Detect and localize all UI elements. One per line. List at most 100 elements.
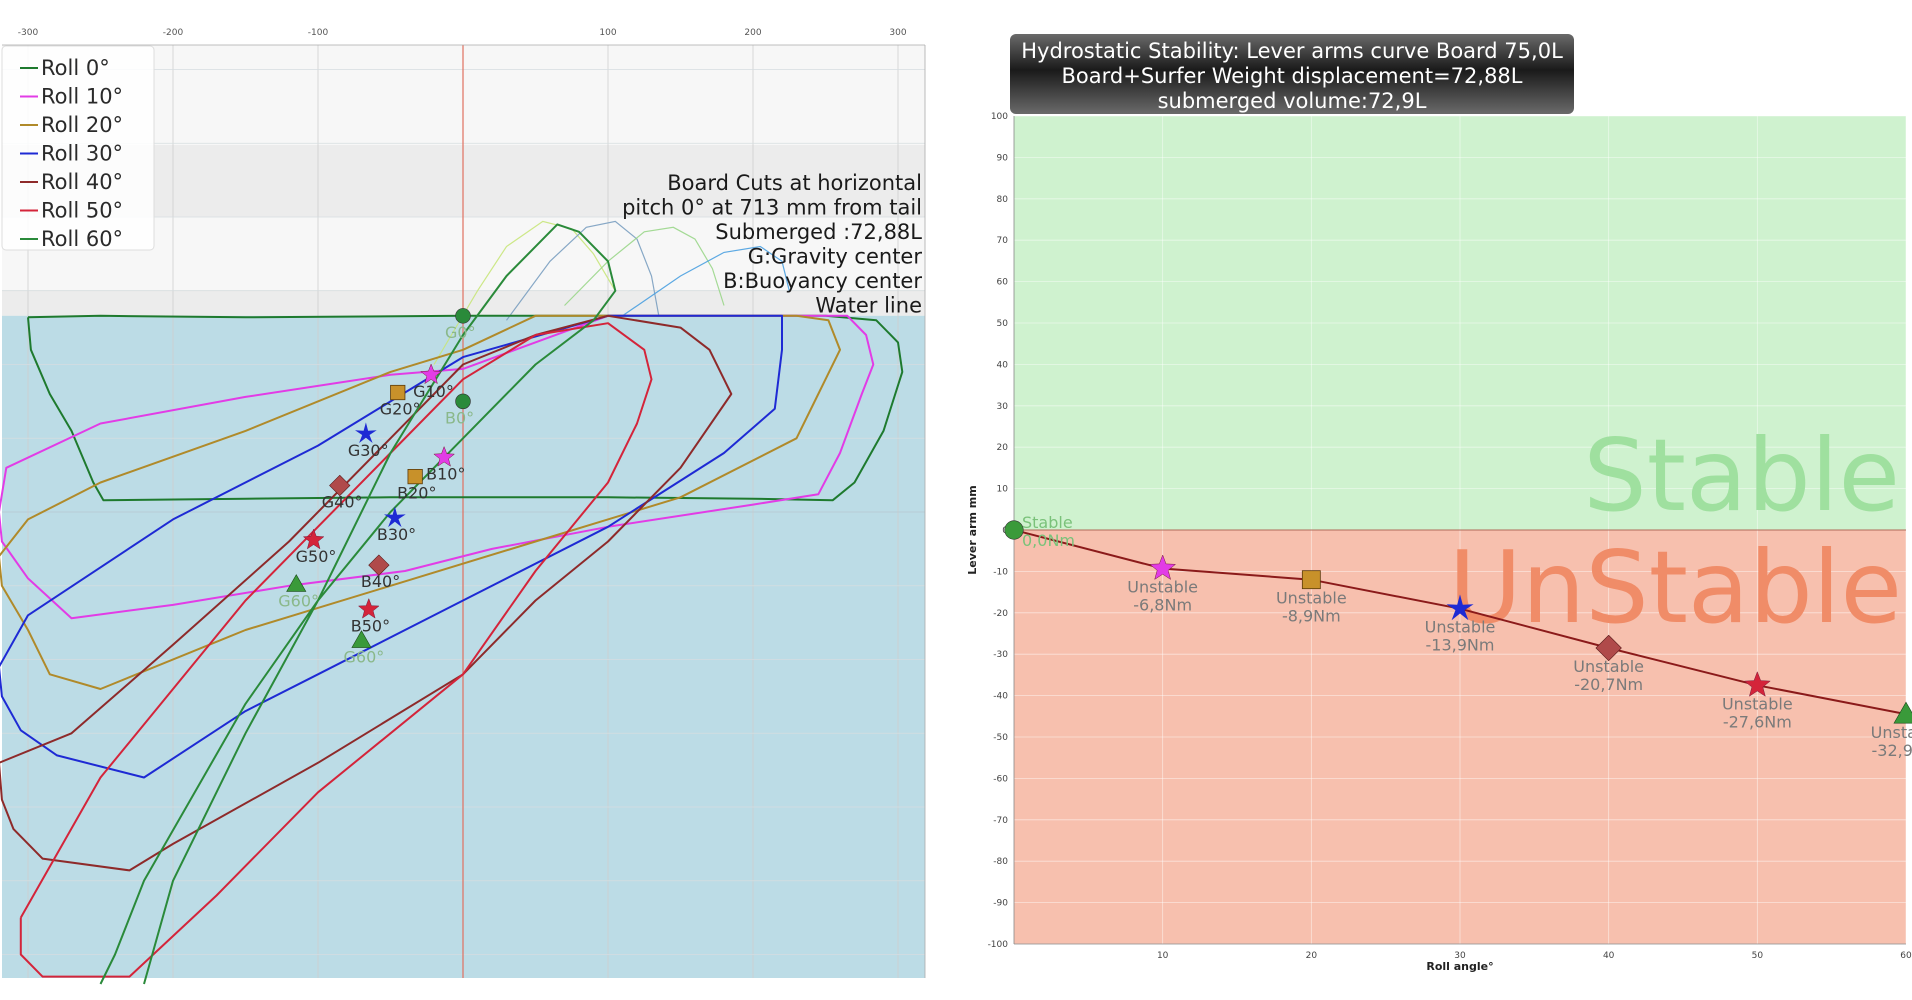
x-axis-label: Roll angle° [1426, 960, 1493, 973]
point-value-label: -20,7Nm [1574, 675, 1643, 694]
legend-entry: Roll 50° [41, 199, 123, 223]
x-tick-label: 50 [1752, 951, 1764, 961]
cross-section-chart: -300-200-100100200300300250200150100500-… [0, 28, 926, 985]
x-tick-label: 300 [889, 28, 906, 38]
center-marker-label: B40° [361, 572, 400, 591]
legend-entry: Roll 40° [41, 170, 123, 194]
point-status-label: Unstable [1573, 657, 1644, 676]
center-marker [351, 630, 372, 648]
point-status-label: Unstable [1425, 618, 1496, 637]
y-tick-label: 70 [997, 236, 1009, 246]
point-status-label: Unstable [1722, 694, 1793, 713]
x-tick-label: 100 [599, 28, 616, 38]
lever-point [1004, 520, 1024, 540]
lever-point [1446, 594, 1474, 621]
center-marker [384, 506, 406, 528]
center-marker [420, 363, 443, 385]
center-marker-label: B30° [377, 525, 416, 544]
title-box: Hydrostatic Stability: Lever arms curve … [1010, 34, 1574, 114]
lever-point [1743, 671, 1771, 697]
y-tick-label: 90 [997, 153, 1009, 163]
center-marker [433, 445, 456, 467]
legend-entry: Roll 60° [41, 227, 123, 251]
y-tick-label: -40 [993, 692, 1008, 702]
point-value-label: 0,0Nm [1022, 531, 1075, 550]
series-outline [0, 314, 841, 690]
info-text-line: Submerged :72,88L [715, 220, 922, 244]
center-marker-label: G40° [322, 492, 363, 511]
center-marker [357, 597, 380, 619]
lever-point [1893, 701, 1912, 724]
center-marker [390, 384, 406, 401]
chart-title-line: Board+Surfer Weight displacement=72,88L [1062, 64, 1523, 88]
info-text-line: Board Cuts at horizontal [667, 171, 922, 195]
center-marker [368, 554, 390, 576]
y-tick-label: -100 [988, 940, 1009, 950]
x-tick-label: 60 [1900, 951, 1912, 961]
point-value-label: -13,9Nm [1426, 636, 1495, 655]
chart-title-line: Hydrostatic Stability: Lever arms curve … [1021, 39, 1563, 63]
stable-zone-label: Stable [1583, 417, 1900, 534]
center-marker-label: B20° [397, 484, 436, 503]
point-status-label: Unstable [1127, 578, 1198, 597]
y-tick-label: 10 [997, 485, 1009, 495]
center-marker-label: G60° [344, 647, 385, 666]
y-tick-label: -80 [993, 857, 1008, 867]
y-tick-label: -50 [993, 733, 1008, 743]
point-status-label: Stable [1022, 513, 1073, 532]
y-tick-label: 40 [997, 360, 1009, 370]
y-tick-label: 60 [997, 278, 1009, 288]
point-value-label: -27,6Nm [1723, 712, 1792, 731]
info-text-line: B:Buoyancy center [723, 269, 922, 293]
y-tick-label: 100 [991, 112, 1008, 122]
center-marker [286, 574, 307, 592]
lever-arm-chart: 1009080706050403020100-10-20-30-40-50-60… [966, 34, 1912, 973]
point-value-label: -6,8Nm [1133, 596, 1192, 615]
center-marker [407, 468, 423, 485]
x-tick-label: -300 [18, 28, 39, 38]
center-marker-label: B10° [426, 464, 465, 483]
ghost-curve [506, 220, 660, 321]
center-marker-label: B50° [351, 616, 390, 635]
point-status-label: Unstable [1276, 589, 1347, 608]
info-text-line: G:Gravity center [748, 245, 923, 269]
ghost-curve [433, 220, 616, 365]
y-tick-label: 20 [997, 443, 1009, 453]
lever-point [1149, 554, 1177, 580]
x-tick-label: 200 [744, 28, 761, 38]
x-tick-label: 20 [1306, 951, 1318, 961]
y-tick-label: -60 [993, 774, 1008, 784]
x-tick-label: 40 [1603, 951, 1615, 961]
info-text-line: pitch 0° at 713 mm from tail [622, 196, 922, 220]
x-tick-label: -100 [308, 28, 329, 38]
point-value-label: -32,9Nm [1872, 741, 1912, 760]
point-value-label: -8,9Nm [1282, 607, 1341, 626]
x-tick-label: 10 [1157, 951, 1169, 961]
legend-entry: Roll 20° [41, 113, 123, 137]
point-status-label: Unstable [1871, 723, 1912, 742]
unstable-zone-label: UnStable [1449, 529, 1902, 646]
ghost-curve [622, 245, 790, 317]
legend-entry: Roll 10° [41, 85, 123, 109]
legend-entry: Roll 30° [41, 142, 123, 166]
y-tick-label: -30 [993, 650, 1008, 660]
lever-point [1301, 570, 1321, 590]
y-tick-label: -70 [993, 816, 1008, 826]
center-marker [455, 308, 471, 324]
center-marker-label: G10° [413, 382, 454, 401]
series-outline [0, 314, 875, 620]
center-marker-label: G50° [296, 547, 337, 566]
legend-entry: Roll 0° [41, 56, 110, 80]
y-tick-label: 50 [997, 319, 1009, 329]
chart-title-line: submerged volume:72,9L [1158, 89, 1427, 113]
x-tick-label: 30 [1454, 951, 1466, 961]
y-tick-label: -20 [993, 609, 1008, 619]
lever-point [1595, 634, 1622, 662]
y-axis-label: Lever arm mm [966, 485, 979, 574]
center-marker-label: G20° [380, 400, 421, 419]
y-tick-label: -90 [993, 899, 1008, 909]
center-marker [302, 528, 325, 550]
series-outline [99, 223, 617, 985]
info-text-line: Water line [815, 294, 922, 318]
